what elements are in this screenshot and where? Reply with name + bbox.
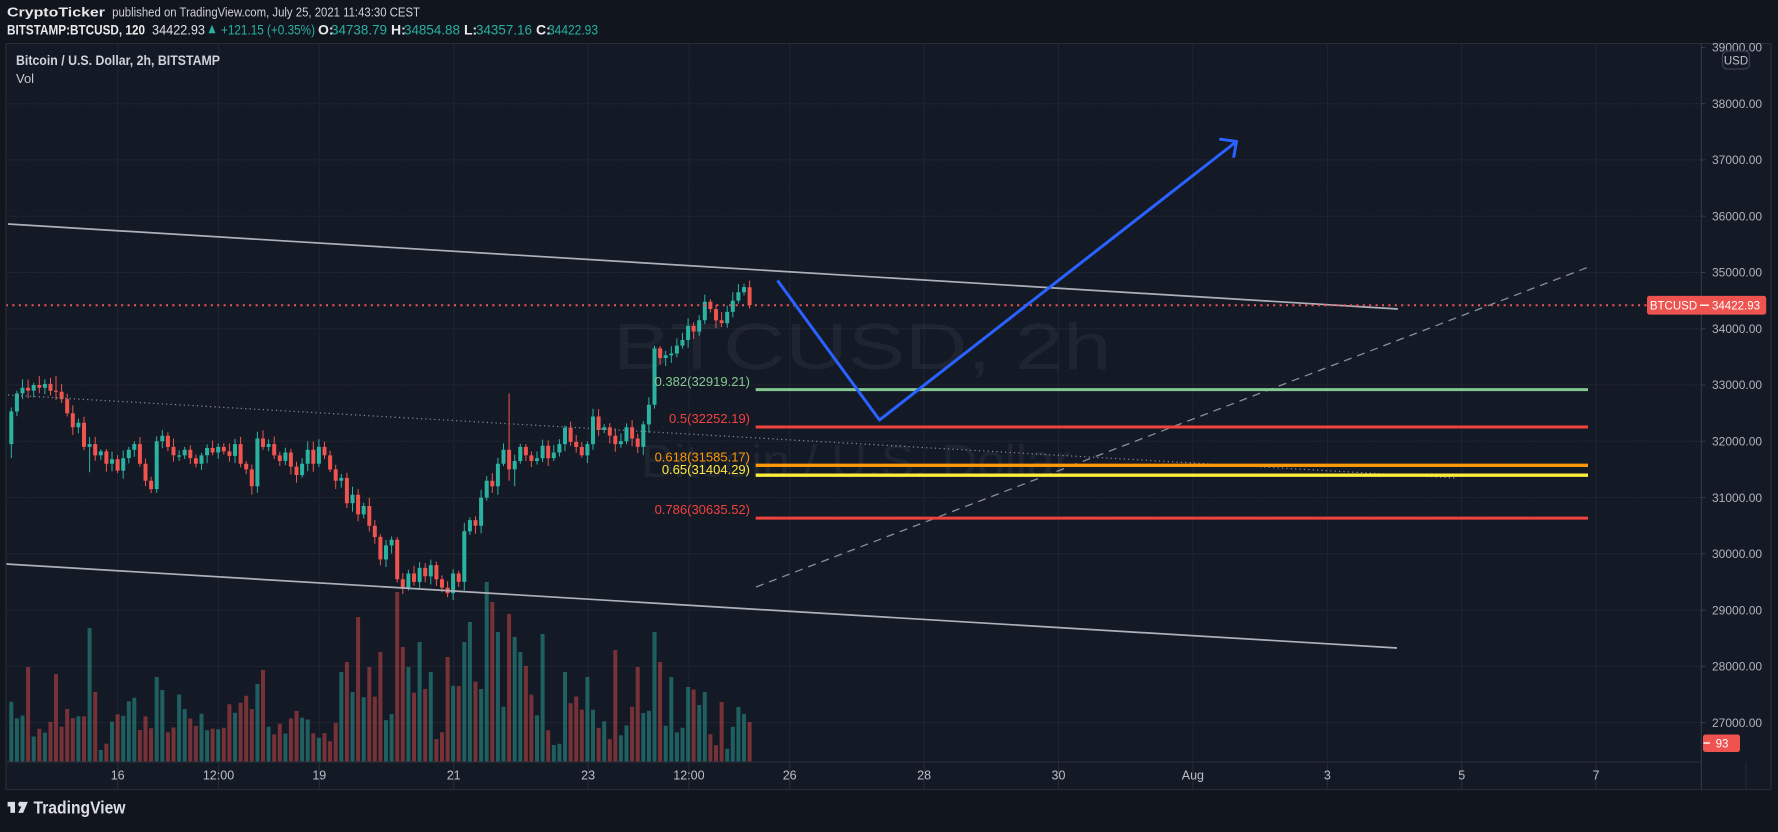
svg-text:CryptoTicker published on Trad: CryptoTicker published on TradingView.co… — [7, 6, 420, 20]
svg-text:0.65(31404.29): 0.65(31404.29) — [662, 462, 750, 477]
svg-text:21: 21 — [447, 769, 461, 783]
svg-text:0.382(32919.21): 0.382(32919.21) — [655, 374, 750, 389]
svg-text:28000.00: 28000.00 — [1712, 660, 1762, 674]
svg-text:29000.00: 29000.00 — [1712, 603, 1762, 617]
svg-text:12:00: 12:00 — [673, 769, 704, 783]
svg-text:Vol: Vol — [16, 71, 34, 86]
svg-text:19: 19 — [312, 769, 326, 783]
svg-text:33000.00: 33000.00 — [1712, 378, 1762, 392]
svg-text:BTCUSD: BTCUSD — [1650, 301, 1697, 313]
svg-text:37000.00: 37000.00 — [1712, 153, 1762, 167]
svg-text:5: 5 — [1458, 769, 1465, 783]
svg-text:Bitcoin / U.S. Dollar, 2h, BIT: Bitcoin / U.S. Dollar, 2h, BITSTAMP — [16, 53, 220, 68]
svg-text:39000.00: 39000.00 — [1712, 41, 1762, 55]
svg-text:26: 26 — [783, 769, 797, 783]
svg-text:23: 23 — [581, 769, 595, 783]
svg-text:TradingView: TradingView — [34, 798, 126, 818]
svg-text:28: 28 — [917, 769, 931, 783]
svg-text:0.5(32252.19): 0.5(32252.19) — [669, 411, 750, 426]
svg-text:36000.00: 36000.00 — [1712, 209, 1762, 223]
svg-text:27000.00: 27000.00 — [1712, 716, 1762, 730]
svg-text:USD: USD — [1724, 56, 1748, 68]
svg-text:34000.00: 34000.00 — [1712, 322, 1762, 336]
svg-text:31000.00: 31000.00 — [1712, 491, 1762, 505]
svg-text:3: 3 — [1324, 769, 1331, 783]
svg-text:12:00: 12:00 — [203, 769, 234, 783]
svg-text:35000.00: 35000.00 — [1712, 266, 1762, 280]
svg-text:32000.00: 32000.00 — [1712, 435, 1762, 449]
svg-text:7: 7 — [1593, 769, 1600, 783]
svg-text:0.786(30635.52): 0.786(30635.52) — [655, 502, 750, 517]
svg-text:34422.93: 34422.93 — [1712, 301, 1760, 313]
svg-text:16: 16 — [111, 769, 125, 783]
svg-text:30000.00: 30000.00 — [1712, 547, 1762, 561]
svg-text:Aug: Aug — [1182, 769, 1204, 783]
svg-text:BTCUSD, 2h: BTCUSD, 2h — [613, 310, 1111, 383]
svg-text:0.618(31585.17): 0.618(31585.17) — [655, 449, 750, 464]
svg-text:93: 93 — [1716, 739, 1729, 751]
svg-text:38000.00: 38000.00 — [1712, 97, 1762, 111]
svg-text:30: 30 — [1052, 769, 1066, 783]
